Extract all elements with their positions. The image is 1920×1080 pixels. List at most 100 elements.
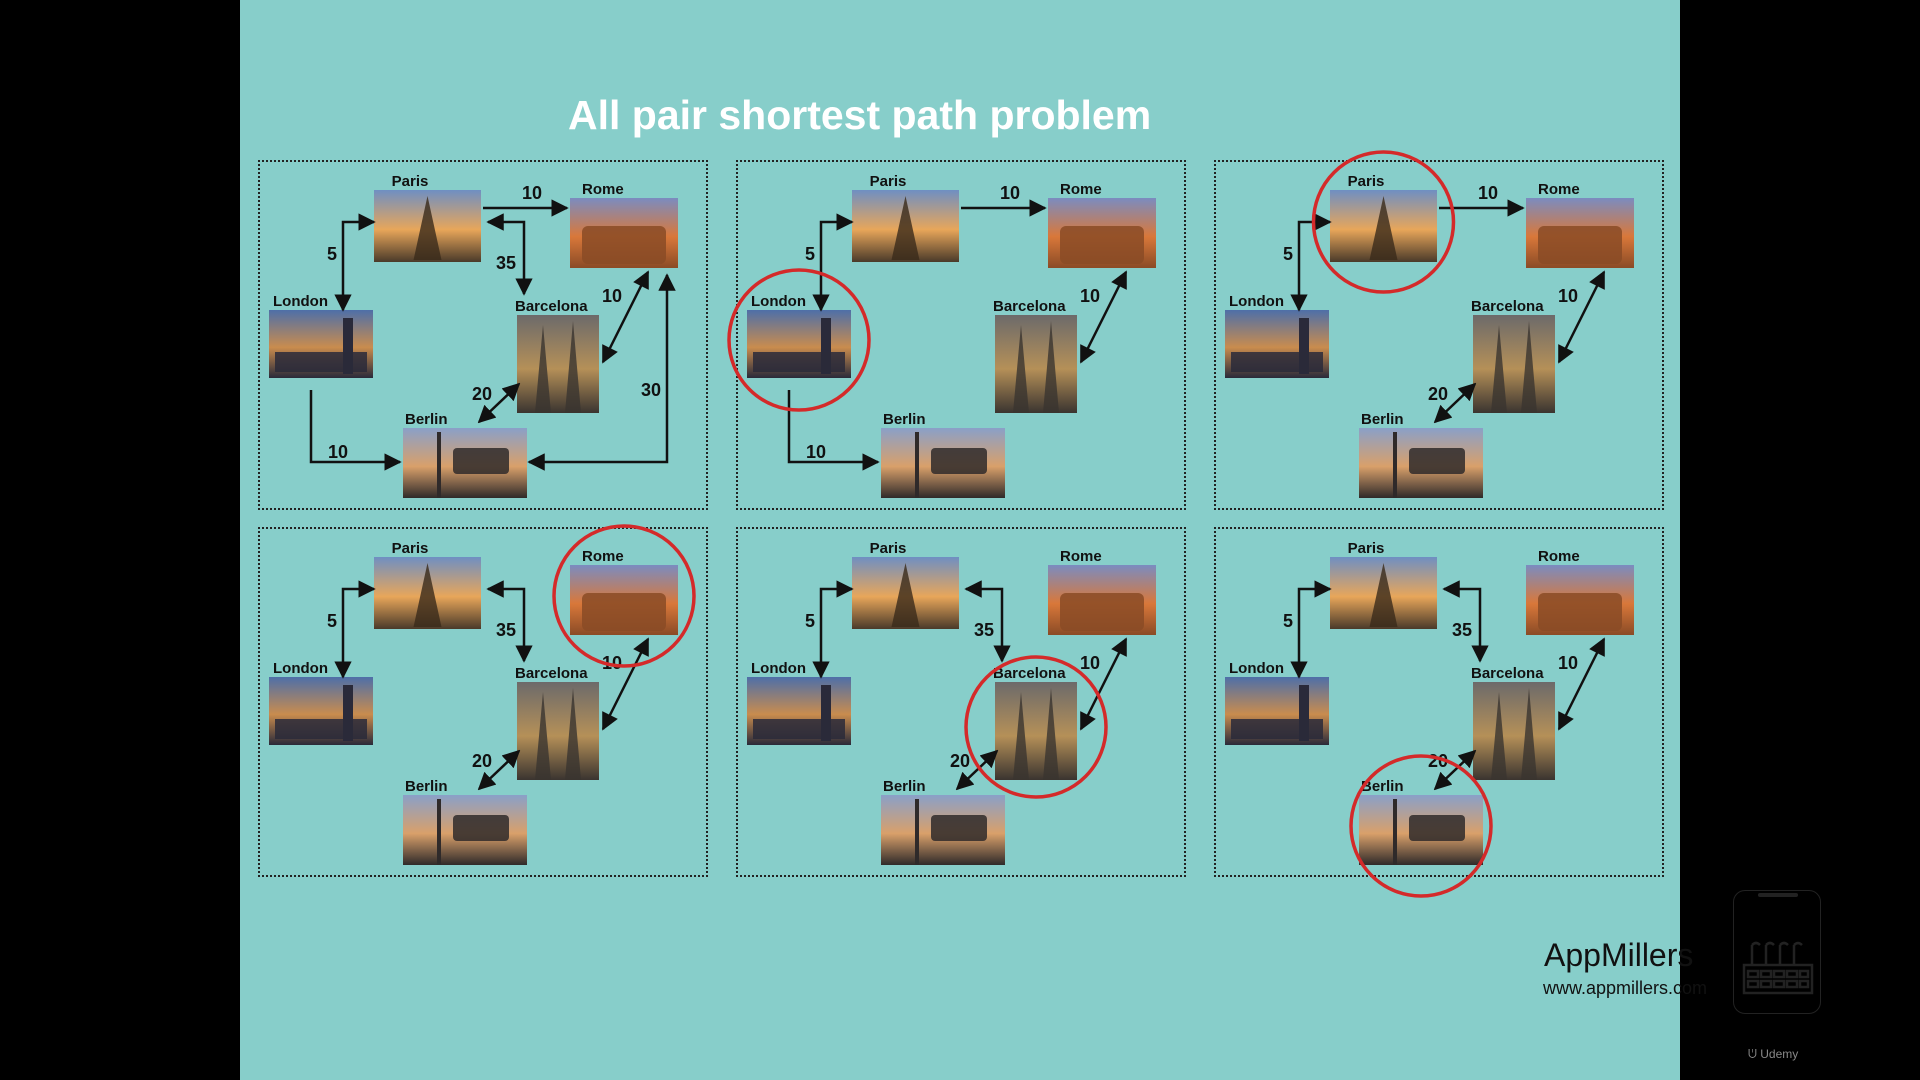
city-label-berlin: Berlin: [1361, 411, 1404, 428]
graph-panel-6: Paris Rome London Barcelona Berlin 5 35 10 20: [1214, 527, 1664, 898]
edge-barcelona-rome: [601, 637, 650, 731]
edge-weight-label: 10: [1558, 653, 1578, 673]
slide: All pair shortest path problem Paris Rome…: [240, 0, 1821, 1080]
city-label-berlin: Berlin: [883, 778, 926, 795]
edge-london-berlin: [309, 390, 402, 471]
city-label-berlin: Berlin: [405, 778, 448, 795]
graph-panel-2: Paris Rome London Barcelona Berlin 10 5 10 10: [727, 160, 1186, 510]
city-label-berlin: Berlin: [405, 411, 448, 428]
city-label-paris: Paris: [1348, 173, 1385, 190]
city-label-rome: Rome: [582, 548, 624, 565]
city-image-barcelona: [517, 682, 599, 780]
highlight-circle: [964, 655, 1108, 799]
city-image-rome: [1526, 198, 1634, 268]
edge-paris-barcelona: [964, 580, 1011, 663]
city-image-rome: [570, 565, 678, 635]
city-image-berlin: [403, 795, 527, 865]
city-image-barcelona: [995, 315, 1077, 413]
city-label-london: London: [273, 293, 328, 310]
edge-paris-barcelona: [1442, 580, 1489, 663]
edge-weight-label: 35: [496, 253, 516, 273]
city-label-paris: Paris: [870, 540, 907, 557]
city-label-berlin: Berlin: [1361, 778, 1404, 795]
udemy-logo-icon: ᕫ: [1748, 1047, 1761, 1061]
city-image-london: [269, 310, 373, 378]
city-label-rome: Rome: [1538, 548, 1580, 565]
edge-weight-label: 30: [641, 380, 661, 400]
edge-weight-label: 10: [1000, 183, 1020, 203]
highlight-circle: [727, 268, 871, 412]
edge-barcelona-berlin: [477, 749, 521, 791]
city-label-rome: Rome: [582, 181, 624, 198]
edge-barcelona-rome: [1079, 270, 1128, 364]
udemy-watermark: ᕫ Udemy: [1748, 1047, 1798, 1062]
edge-paris-london: [334, 213, 376, 312]
graph-svg: Paris Rome London Barcelona Berlin 10 5 35 10 20 1…: [269, 173, 678, 498]
edge-barcelona-berlin: [1433, 382, 1477, 424]
edge-weight-label: 10: [522, 183, 542, 203]
city-image-paris: [374, 557, 481, 629]
edge-weight-label: 20: [1428, 384, 1448, 404]
city-image-berlin: [881, 428, 1005, 498]
edge-barcelona-rome: [1557, 637, 1606, 731]
city-label-barcelona: Barcelona: [993, 665, 1066, 682]
city-image-rome: [1048, 565, 1156, 635]
brand-url: www.appmillers.com: [1543, 978, 1708, 998]
city-label-barcelona: Barcelona: [1471, 665, 1544, 682]
edge-barcelona-rome: [1557, 270, 1606, 364]
edge-paris-london: [334, 580, 376, 679]
city-image-barcelona: [1473, 682, 1555, 780]
highlight-circle: [1349, 754, 1493, 898]
city-label-rome: Rome: [1060, 548, 1102, 565]
city-label-rome: Rome: [1538, 181, 1580, 198]
edge-weight-label: 20: [472, 751, 492, 771]
city-label-rome: Rome: [1060, 181, 1102, 198]
graph-svg: Paris Rome London Barcelona Berlin 10 5 10 10: [727, 173, 1156, 498]
city-label-barcelona: Barcelona: [515, 665, 588, 682]
city-image-london: [269, 677, 373, 745]
edge-weight-label: 35: [1452, 620, 1472, 640]
city-label-barcelona: Barcelona: [515, 298, 588, 315]
city-label-london: London: [1229, 660, 1284, 677]
city-image-barcelona: [1473, 315, 1555, 413]
edge-weight-label: 10: [1478, 183, 1498, 203]
city-label-berlin: Berlin: [883, 411, 926, 428]
city-label-barcelona: Barcelona: [993, 298, 1066, 315]
city-image-rome: [1526, 565, 1634, 635]
edge-weight-label: 20: [472, 384, 492, 404]
edge-paris-barcelona: [486, 213, 533, 296]
city-image-london: [1225, 310, 1329, 378]
city-label-paris: Paris: [1348, 540, 1385, 557]
edge-weight-label: 5: [805, 244, 815, 264]
edge-barcelona-rome: [1079, 637, 1128, 731]
graph-panel-3: Paris Rome London Barcelona Berlin 10 5 10 20: [1214, 150, 1664, 510]
factory-phone-icon: [1733, 890, 1821, 1014]
graph-panel-1: Paris Rome London Barcelona Berlin 10 5 35 10 20 1…: [258, 160, 708, 510]
edge-weight-label: 10: [1080, 653, 1100, 673]
edge-berlin-rome: [527, 273, 676, 471]
edge-weight-label: 10: [1080, 286, 1100, 306]
graph-svg: Paris Rome London Barcelona Berlin 10 5 10 20: [1225, 150, 1634, 498]
city-image-paris: [852, 190, 959, 262]
edge-barcelona-berlin: [477, 382, 521, 424]
edge-barcelona-berlin: [955, 749, 999, 791]
edge-weight-label: 10: [1558, 286, 1578, 306]
city-label-paris: Paris: [870, 173, 907, 190]
city-image-london: [747, 677, 851, 745]
city-image-london: [1225, 677, 1329, 745]
edge-weight-label: 35: [974, 620, 994, 640]
edge-paris-london: [812, 213, 854, 312]
city-image-berlin: [1359, 795, 1483, 865]
city-image-paris: [1330, 557, 1437, 629]
city-label-paris: Paris: [392, 540, 429, 557]
edge-london-berlin: [787, 390, 880, 471]
graph-panel-5: Paris Rome London Barcelona Berlin 5 35 10 20: [736, 527, 1186, 877]
city-label-london: London: [273, 660, 328, 677]
city-image-london: [747, 310, 851, 378]
city-label-london: London: [751, 660, 806, 677]
edge-weight-label: 5: [327, 244, 337, 264]
city-image-paris: [374, 190, 481, 262]
edge-weight-label: 10: [806, 442, 826, 462]
